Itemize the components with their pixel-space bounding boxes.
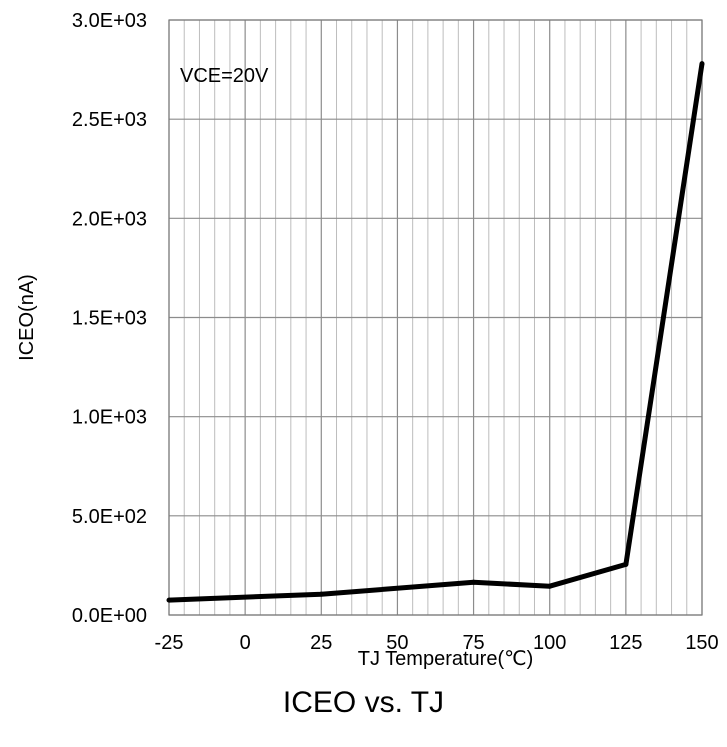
plot-frame xyxy=(168,19,703,616)
data-point xyxy=(623,561,629,567)
x-tick-label: 0 xyxy=(240,632,251,654)
x-tick-label: -25 xyxy=(155,632,184,654)
grid xyxy=(168,19,703,616)
x-tick-label: 25 xyxy=(310,632,332,654)
y-tick-label: 3.0E+03 xyxy=(72,10,147,32)
y-tick-label: 2.0E+03 xyxy=(72,208,147,230)
series-group xyxy=(166,61,705,603)
y-tick-label: 0.0E+00 xyxy=(72,605,147,627)
x-tick-label: 50 xyxy=(386,632,408,654)
x-tick-label: 100 xyxy=(533,632,566,654)
y-tick-label: 2.5E+03 xyxy=(72,109,147,131)
x-axis-ticks: -25 0 25 50 75 100 125 150 xyxy=(155,632,719,654)
y-tick-label: 5.0E+02 xyxy=(72,506,147,528)
data-point xyxy=(166,597,172,603)
data-point xyxy=(547,583,553,589)
data-point xyxy=(471,579,477,585)
y-tick-label: 1.5E+03 xyxy=(72,308,147,330)
series-line xyxy=(168,63,705,603)
x-axis-label: TJ Temperature(℃) xyxy=(358,648,533,670)
x-tick-label: 75 xyxy=(462,632,484,654)
x-tick-label: 150 xyxy=(685,632,718,654)
y-tick-label: 1.0E+03 xyxy=(72,407,147,429)
chart-title: ICEO vs. TJ xyxy=(282,686,445,719)
x-tick-label: 125 xyxy=(609,632,642,654)
y-axis-label: ICEO(nA) xyxy=(16,274,38,361)
annotation: VCE=20V xyxy=(180,65,269,87)
data-point xyxy=(699,61,705,67)
y-axis-ticks: 0.0E+00 5.0E+02 1.0E+03 1.5E+03 2.0E+03 2.5E+… xyxy=(72,10,147,627)
data-point xyxy=(318,591,324,597)
